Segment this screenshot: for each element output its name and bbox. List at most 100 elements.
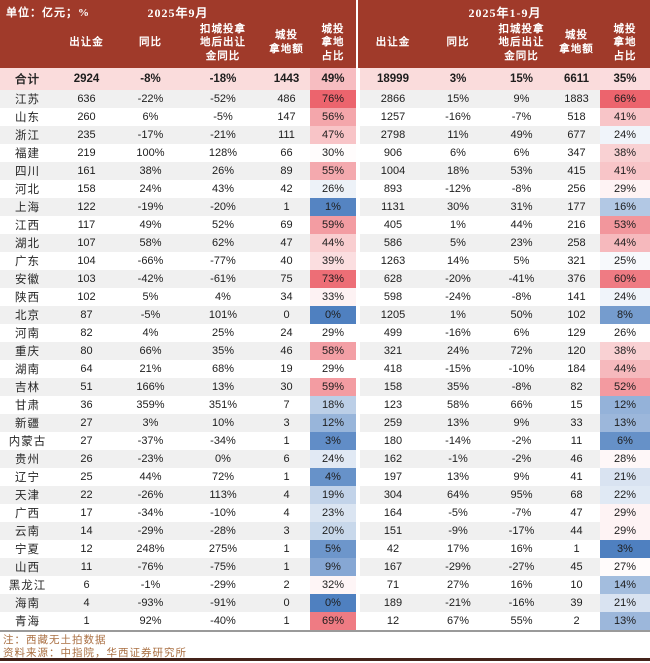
value-cell: -28% — [183, 522, 263, 540]
ratio-cell: 29% — [600, 504, 650, 522]
ratio-cell: 3% — [310, 432, 356, 450]
value-cell: -93% — [118, 594, 183, 612]
value-cell: 9% — [490, 414, 553, 432]
value-cell: 216 — [553, 216, 600, 234]
value-cell: 55% — [490, 612, 553, 630]
value-cell: -17% — [118, 126, 183, 144]
province-name: 安徽 — [0, 270, 55, 288]
divider-cell — [356, 68, 360, 90]
divider-cell — [356, 306, 360, 324]
value-cell: 321 — [360, 342, 426, 360]
value-cell: 1 — [263, 612, 310, 630]
value-cell: 24% — [118, 180, 183, 198]
ratio-cell: 28% — [600, 450, 650, 468]
value-cell: -8% — [490, 378, 553, 396]
value-cell: 27 — [55, 432, 118, 450]
value-cell: 197 — [360, 468, 426, 486]
value-cell: 16% — [490, 540, 553, 558]
province-name: 贵州 — [0, 450, 55, 468]
value-cell: 2924 — [55, 68, 118, 90]
value-cell: 248% — [118, 540, 183, 558]
ratio-cell: 24% — [600, 126, 650, 144]
value-cell: 219 — [55, 144, 118, 162]
value-cell: -91% — [183, 594, 263, 612]
value-cell: 17 — [55, 504, 118, 522]
value-cell: 16% — [490, 576, 553, 594]
value-cell: -41% — [490, 270, 553, 288]
value-cell: 586 — [360, 234, 426, 252]
divider-cell — [356, 126, 360, 144]
divider-cell — [356, 234, 360, 252]
value-cell: -27% — [490, 558, 553, 576]
value-cell: 4% — [118, 324, 183, 342]
value-cell: 167 — [360, 558, 426, 576]
ratio-cell: 44% — [600, 234, 650, 252]
value-cell: 0% — [183, 450, 263, 468]
value-cell: -7% — [490, 108, 553, 126]
value-cell: 35% — [426, 378, 490, 396]
value-cell: 259 — [360, 414, 426, 432]
province-name: 广东 — [0, 252, 55, 270]
divider-cell — [356, 432, 360, 450]
value-cell: 0 — [263, 306, 310, 324]
ratio-cell: 53% — [600, 216, 650, 234]
province-name: 山东 — [0, 108, 55, 126]
province-name: 海南 — [0, 594, 55, 612]
value-cell: 15% — [490, 68, 553, 90]
value-cell: 1883 — [553, 90, 600, 108]
value-cell: 87 — [55, 306, 118, 324]
province-name: 甘肃 — [0, 396, 55, 414]
divider-cell — [356, 378, 360, 396]
value-cell: 103 — [55, 270, 118, 288]
value-cell: -15% — [426, 360, 490, 378]
column-header-ytd-2: 扣城投拿 地后出让 金同比 — [498, 23, 545, 62]
value-cell: 45 — [553, 558, 600, 576]
column-header-ytd-4: 城投 拿地 占比 — [613, 23, 637, 62]
province-name: 北京 — [0, 306, 55, 324]
value-cell: 111 — [263, 126, 310, 144]
ratio-cell: 38% — [600, 342, 650, 360]
value-cell: -10% — [183, 504, 263, 522]
value-cell: 486 — [263, 90, 310, 108]
value-cell: 177 — [553, 198, 600, 216]
ratio-cell: 21% — [600, 468, 650, 486]
value-cell: 82 — [55, 324, 118, 342]
ratio-cell: 16% — [600, 198, 650, 216]
ratio-cell: 24% — [600, 288, 650, 306]
value-cell: 4 — [263, 486, 310, 504]
value-cell: 0 — [263, 594, 310, 612]
value-cell: 15 — [553, 396, 600, 414]
value-cell: 2 — [263, 576, 310, 594]
ratio-cell: 29% — [600, 522, 650, 540]
value-cell: 47 — [553, 504, 600, 522]
ratio-cell: 19% — [310, 486, 356, 504]
period-header-jan-sep: 2025年1-9月 — [468, 6, 542, 20]
value-cell: 14% — [426, 252, 490, 270]
value-cell: 189 — [360, 594, 426, 612]
province-name: 湖南 — [0, 360, 55, 378]
value-cell: 122 — [55, 198, 118, 216]
value-cell: 415 — [553, 162, 600, 180]
value-cell: -18% — [183, 68, 263, 90]
value-cell: -26% — [118, 486, 183, 504]
province-name: 内蒙古 — [0, 432, 55, 450]
value-cell: 1 — [263, 198, 310, 216]
divider-cell — [356, 558, 360, 576]
value-cell: -23% — [118, 450, 183, 468]
column-header-ytd-3: 城投 拿地额 — [559, 30, 594, 55]
ratio-cell: 60% — [600, 270, 650, 288]
value-cell: 13% — [426, 414, 490, 432]
value-cell: -61% — [183, 270, 263, 288]
value-cell: 49% — [118, 216, 183, 234]
value-cell: 95% — [490, 486, 553, 504]
value-cell: -29% — [426, 558, 490, 576]
ratio-cell: 39% — [310, 252, 356, 270]
value-cell: -2% — [490, 432, 553, 450]
value-cell: 9% — [490, 90, 553, 108]
value-cell: 129 — [553, 324, 600, 342]
value-cell: 104 — [55, 252, 118, 270]
value-cell: 24% — [426, 342, 490, 360]
value-cell: 2798 — [360, 126, 426, 144]
value-cell: 11% — [426, 126, 490, 144]
